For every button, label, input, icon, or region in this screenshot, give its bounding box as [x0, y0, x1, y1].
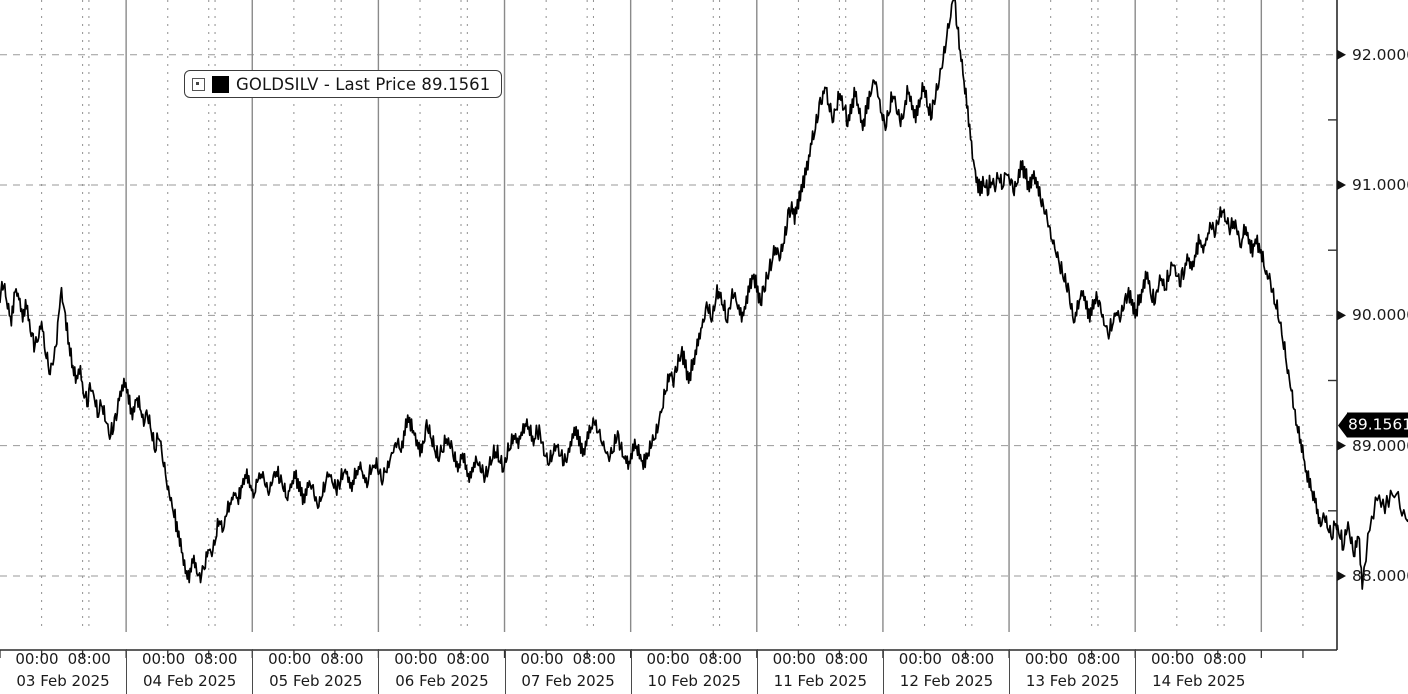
goldsilv-price-line [0, 0, 1408, 590]
x-axis-time-label: 08:00 [572, 650, 616, 668]
x-axis-date-label: 14 Feb 2025 [1152, 672, 1246, 690]
legend[interactable]: GOLDSILV - Last Price 89.1561 [184, 70, 503, 98]
x-axis-date-label: 05 Feb 2025 [269, 672, 363, 690]
y-axis-tick-label: 91.0000 [1352, 176, 1408, 195]
x-axis-time-label: 00:00 [141, 650, 186, 668]
x-axis-time-labels: 00:00 08:00 [1136, 650, 1261, 668]
x-axis-date-label: 03 Feb 2025 [16, 672, 110, 690]
x-axis-labels: 00:00 08:00 03 Feb 2025 00:00 08:00 04 Feb 20… [0, 649, 1337, 694]
x-axis-time-label: 00:00 [268, 650, 312, 668]
last-price-value: 89.1561 [1347, 412, 1408, 438]
y-axis-tick-label: 92.0000 [1352, 45, 1408, 64]
x-axis-day-band: 00:00 08:00 10 Feb 2025 [630, 649, 757, 694]
x-axis-date-label: 04 Feb 2025 [143, 672, 237, 690]
x-axis-time-label: 00:00 [15, 650, 59, 668]
x-axis-day-band: 00:00 08:00 11 Feb 2025 [756, 649, 883, 694]
x-axis-date-label: 07 Feb 2025 [521, 672, 615, 690]
x-axis-time-label: 08:00 [950, 650, 995, 668]
x-axis-time-labels: 00:00 08:00 [1010, 650, 1135, 668]
x-axis-day-band: 00:00 08:00 13 Feb 2025 [1009, 649, 1135, 694]
x-axis-time-labels: 00:00 08:00 [253, 650, 378, 668]
x-axis-time-label: 00:00 [646, 650, 690, 668]
x-axis-day-band: 00:00 08:00 04 Feb 2025 [126, 649, 252, 694]
x-axis-date-label: 11 Feb 2025 [773, 672, 868, 690]
legend-label: GOLDSILV - Last Price 89.1561 [236, 74, 491, 94]
x-axis-time-labels: 00:00 08:00 [506, 650, 631, 668]
x-axis-time-labels: 00:00 08:00 [127, 650, 252, 668]
x-axis-time-labels: 00:00 08:00 [0, 650, 126, 668]
y-axis-tick-label: 90.0000 [1352, 306, 1408, 325]
x-axis-day-band: 00:00 08:00 07 Feb 2025 [504, 649, 631, 694]
x-axis-day-band: 00:00 08:00 12 Feb 2025 [882, 649, 1009, 694]
horizontal-gridlines [0, 54, 1337, 577]
x-axis-time-labels: 00:00 08:00 [379, 650, 504, 668]
x-axis-date-label: 10 Feb 2025 [647, 672, 741, 690]
vertical-gridlines [41, 0, 1304, 632]
x-axis-time-label: 00:00 [394, 650, 438, 668]
x-axis-time-label: 00:00 [898, 650, 942, 668]
axis-spines [0, 0, 1338, 651]
x-axis-time-labels: 00:00 08:00 [884, 650, 1009, 668]
x-axis-day-band: 00:00 08:00 06 Feb 2025 [378, 649, 504, 694]
axis-tick-marks [0, 49, 1346, 658]
x-axis-day-band: 00:00 08:00 14 Feb 2025 [1135, 649, 1261, 694]
x-axis-day-band: 00:00 08:00 05 Feb 2025 [252, 649, 378, 694]
x-axis-time-label: 08:00 [194, 650, 238, 668]
x-axis-time-label: 00:00 [772, 650, 816, 668]
checkbox-icon[interactable] [192, 77, 205, 91]
last-price-badge: 89.1561 [1338, 412, 1408, 438]
x-axis-time-labels: 00:00 08:00 [758, 650, 883, 668]
x-axis-time-label: 08:00 [698, 650, 742, 668]
x-axis-time-label: 08:00 [67, 650, 111, 668]
series-color-swatch [212, 75, 229, 93]
x-axis-time-label: 08:00 [320, 650, 364, 668]
x-axis-date-label: 13 Feb 2025 [1025, 672, 1120, 690]
x-axis-time-label: 00:00 [1024, 650, 1069, 668]
x-axis-time-label: 08:00 [1203, 650, 1247, 668]
y-axis-tick-label: 88.0000 [1352, 566, 1408, 585]
x-axis-time-label: 00:00 [520, 650, 564, 668]
x-axis-time-label: 08:00 [1077, 650, 1121, 668]
x-axis-day-band: 00:00 08:00 03 Feb 2025 [0, 649, 126, 694]
badge-pointer-icon [1338, 413, 1347, 438]
x-axis-time-labels: 00:00 08:00 [632, 650, 757, 668]
x-axis-date-label: 06 Feb 2025 [395, 672, 489, 690]
y-axis-tick-label: 89.0000 [1352, 436, 1408, 455]
x-axis-time-label: 08:00 [824, 650, 869, 668]
x-axis-time-label: 08:00 [446, 650, 490, 668]
x-axis-date-label: 12 Feb 2025 [899, 672, 994, 690]
x-axis-time-label: 00:00 [1151, 650, 1195, 668]
